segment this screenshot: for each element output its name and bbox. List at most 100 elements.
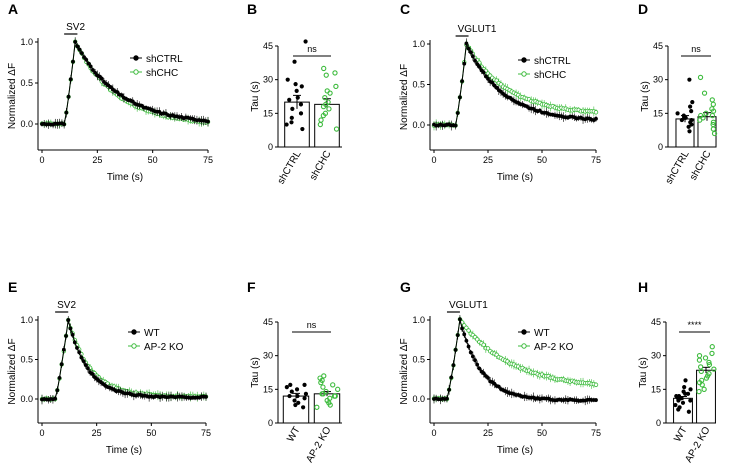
data-point [696, 388, 702, 395]
legend-swatch-marker [521, 71, 527, 77]
data-point [130, 99, 135, 104]
panel-letter: C [400, 1, 410, 17]
x-tick-label: 75 [203, 155, 213, 165]
stimulus-title: VGLUT1 [449, 300, 488, 311]
data-point [293, 82, 298, 87]
data-point [64, 110, 69, 115]
x-tick-label: 75 [201, 428, 211, 438]
x-tick-label: 50 [537, 428, 547, 438]
data-point [449, 375, 454, 380]
stimulus-title: SV2 [66, 22, 85, 33]
data-point [701, 90, 708, 96]
y-tick-label: 0.0 [412, 120, 425, 130]
data-point [496, 384, 501, 389]
data-point [689, 117, 694, 123]
data-point [73, 40, 78, 44]
data-point [699, 377, 705, 384]
series-line [433, 319, 597, 402]
data-point [108, 85, 113, 89]
data-point [706, 359, 712, 366]
data-point [455, 333, 460, 338]
panel-c-lineplot: C 0.0 0.5 1.0 0 25 50 75 Time (s) Normalized ΔF VG… [399, 1, 601, 183]
y-axis-label: Tau (s) [640, 81, 651, 112]
data-point [455, 111, 460, 115]
data-point [445, 396, 449, 401]
panel-letter: E [8, 279, 17, 295]
data-point [323, 388, 329, 395]
data-point [466, 344, 471, 349]
data-point [320, 384, 326, 390]
data-point [458, 95, 462, 100]
legend-swatch-marker [521, 57, 527, 63]
panel-f-barplot: F 0 15 30 45 Tau (s) WT AP-2 KO ns [247, 279, 342, 465]
data-point [301, 405, 306, 410]
x-tick-label: 25 [483, 428, 493, 438]
data-point [481, 342, 486, 348]
panel-letter: D [638, 1, 648, 17]
bar-group-ap-2-ko [313, 373, 341, 424]
data-point [475, 62, 480, 66]
data-point [206, 119, 210, 124]
category-label: shCTRL [664, 149, 692, 187]
data-point [458, 317, 462, 322]
data-point [287, 97, 292, 102]
data-point [284, 384, 289, 390]
data-point [486, 375, 490, 380]
data-point [473, 58, 477, 63]
y-tick-label: 45 [263, 41, 273, 51]
bar-group-wt [282, 382, 310, 424]
legend-swatch-marker [133, 69, 139, 75]
data-point [326, 106, 332, 112]
y-tick-label: 45 [651, 317, 661, 327]
data-point [298, 111, 304, 116]
data-point [284, 122, 289, 127]
legend-swatch-marker [133, 55, 139, 61]
data-point [75, 44, 80, 49]
series-line [41, 319, 207, 401]
data-point [53, 396, 58, 401]
data-point [475, 362, 480, 367]
data-point [314, 404, 320, 410]
data-point [97, 74, 102, 79]
data-point [333, 126, 340, 132]
data-point [333, 83, 339, 90]
data-point [685, 391, 691, 396]
data-point [486, 76, 490, 81]
data-point [82, 55, 86, 60]
data-point [79, 355, 84, 360]
legend-label: WT [534, 328, 550, 339]
data-point [481, 70, 486, 75]
category-label: WT [285, 425, 302, 444]
bar-group-shctrl [284, 39, 310, 148]
x-axis-label: Time (s) [107, 172, 143, 183]
category-label: WT [672, 425, 689, 444]
data-point [453, 348, 458, 352]
data-point [325, 99, 331, 105]
series-shctrl [40, 37, 210, 129]
data-point [119, 93, 124, 98]
data-point [460, 326, 464, 331]
data-point [317, 375, 323, 381]
data-point [594, 116, 598, 121]
y-axis-label: Normalized ΔF [7, 338, 18, 404]
data-point [289, 120, 294, 125]
data-point [701, 386, 707, 392]
y-axis-label: Normalized ΔF [399, 338, 410, 404]
category-label: shCHC [688, 149, 714, 182]
data-point [335, 386, 341, 392]
data-point [288, 382, 293, 387]
data-point [681, 113, 686, 118]
data-point [290, 106, 295, 111]
data-point [483, 74, 488, 79]
data-point [330, 382, 336, 388]
data-point [59, 362, 64, 367]
data-point [83, 363, 88, 367]
data-point [709, 350, 715, 357]
significance-label: ns [691, 44, 701, 54]
significance-label: ns [307, 44, 317, 54]
data-point [81, 359, 86, 364]
legend-swatch-marker [521, 343, 527, 349]
legend-label: shCTRL [534, 56, 571, 67]
data-point [689, 108, 694, 114]
